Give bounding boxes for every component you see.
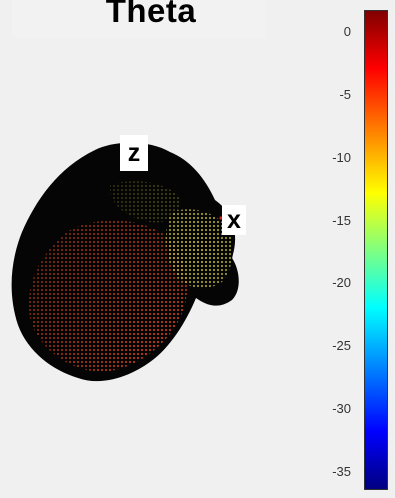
colorbar-tick-label: -15 [332, 212, 351, 228]
colorbar-tick-label: -25 [332, 338, 351, 354]
colorbar [364, 10, 388, 490]
mesh-lower-surface [28, 220, 188, 372]
colorbar-tick-label: -5 [339, 86, 351, 102]
colorbar-tick-label: -10 [332, 149, 351, 165]
colorbar-tick-label: -20 [332, 275, 351, 291]
axis-label-z: z [120, 135, 148, 171]
mesh-upper-speckle [109, 181, 180, 223]
colorbar-tick-label: -30 [332, 401, 351, 417]
colorbar-tick-label: -35 [332, 464, 351, 479]
axis-label-x: x [222, 205, 246, 235]
x-axis-marker [219, 216, 223, 220]
colorbar-tick-label: 0 [343, 24, 351, 39]
plot-title: Theta [105, 0, 197, 29]
title-panel: Theta [12, 0, 266, 38]
mesh-right-bulge [165, 209, 233, 289]
